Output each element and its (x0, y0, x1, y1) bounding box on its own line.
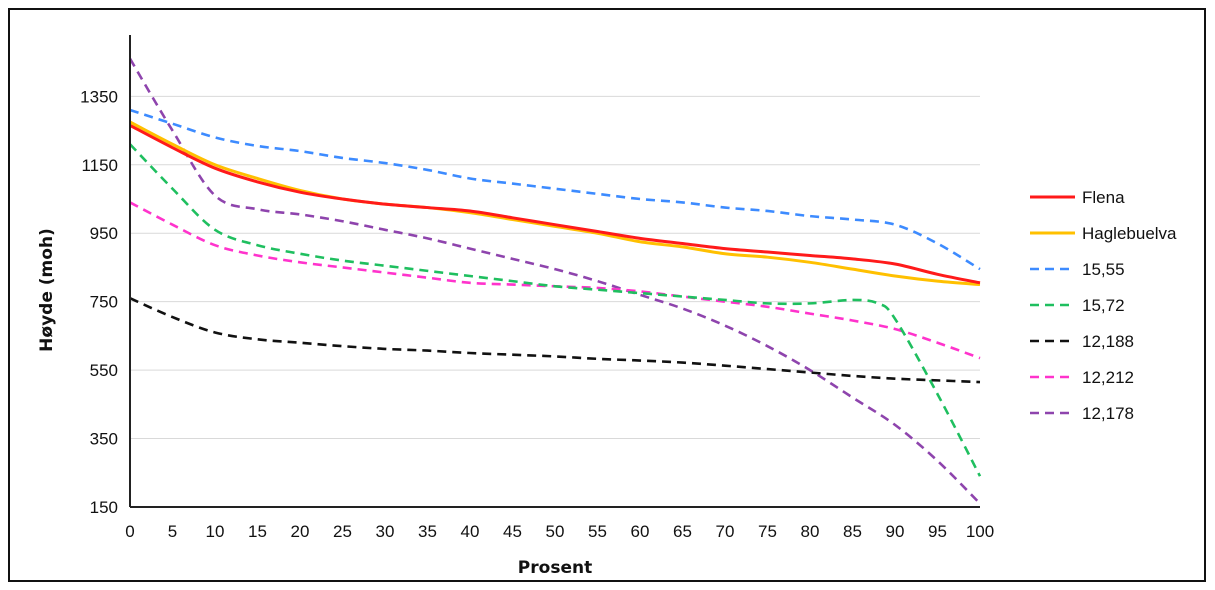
series-line-haglebuelva (129, 120, 981, 287)
x-tick-label: 50 (546, 522, 565, 541)
x-tick-label: 25 (333, 522, 352, 541)
x-tick-label: 40 (461, 522, 480, 541)
x-tick-label: 35 (418, 522, 437, 541)
axes: 150 350 550 750 950 1150 1350 0 5 10 15 20 25 30 35 40 4… (80, 35, 994, 541)
y-tick-label: 350 (90, 430, 118, 449)
x-tick-label: 70 (716, 522, 735, 541)
gridlines (130, 95, 980, 440)
chart-frame (8, 8, 1206, 582)
x-tick-label: 95 (928, 522, 947, 541)
y-tick-label: 950 (90, 224, 118, 243)
x-tick-label: 0 (125, 522, 134, 541)
y-tick-label: 750 (90, 293, 118, 312)
legend-label-15-72: 15,72 (1082, 296, 1125, 315)
x-tick-label: 30 (376, 522, 395, 541)
x-tick-label: 5 (168, 522, 177, 541)
legend: Flena Haglebuelva 15,55 15,72 12,188 12,212 12… (1030, 188, 1177, 423)
series-line-15-72 (129, 143, 982, 477)
x-tick-label: 65 (673, 522, 692, 541)
legend-label-flena: Flena (1082, 188, 1125, 207)
series-lines (128, 58, 982, 505)
x-tick-label: 15 (248, 522, 267, 541)
legend-label-15-55: 15,55 (1082, 260, 1125, 279)
x-tick-label: 85 (843, 522, 862, 541)
x-axis-title: Prosent (518, 558, 592, 578)
legend-label-12-212: 12,212 (1082, 368, 1134, 387)
series-line-flena (129, 124, 981, 285)
x-tick-label: 45 (503, 522, 522, 541)
x-tick-label: 75 (758, 522, 777, 541)
x-tick-label: 55 (588, 522, 607, 541)
legend-label-12-178: 12,178 (1082, 404, 1134, 423)
series-line-12-178 (128, 58, 981, 505)
y-tick-label: 1150 (81, 156, 118, 175)
y-tick-label: 550 (90, 361, 118, 380)
x-tick-label: 10 (206, 522, 225, 541)
legend-label-12-188: 12,188 (1082, 332, 1134, 351)
x-tick-label: 60 (631, 522, 650, 541)
y-tick-label: 150 (90, 498, 118, 517)
x-tick-label: 100 (966, 522, 994, 541)
x-tick-label: 20 (291, 522, 310, 541)
y-tick-label: 1350 (80, 87, 118, 106)
y-axis-title: Høyde (moh) (37, 228, 57, 352)
x-tick-label: 80 (801, 522, 820, 541)
legend-label-haglebuelva: Haglebuelva (1082, 224, 1177, 243)
x-tick-label: 90 (886, 522, 905, 541)
series-line-15-55 (129, 108, 981, 271)
series-line-12-188 (129, 297, 981, 384)
